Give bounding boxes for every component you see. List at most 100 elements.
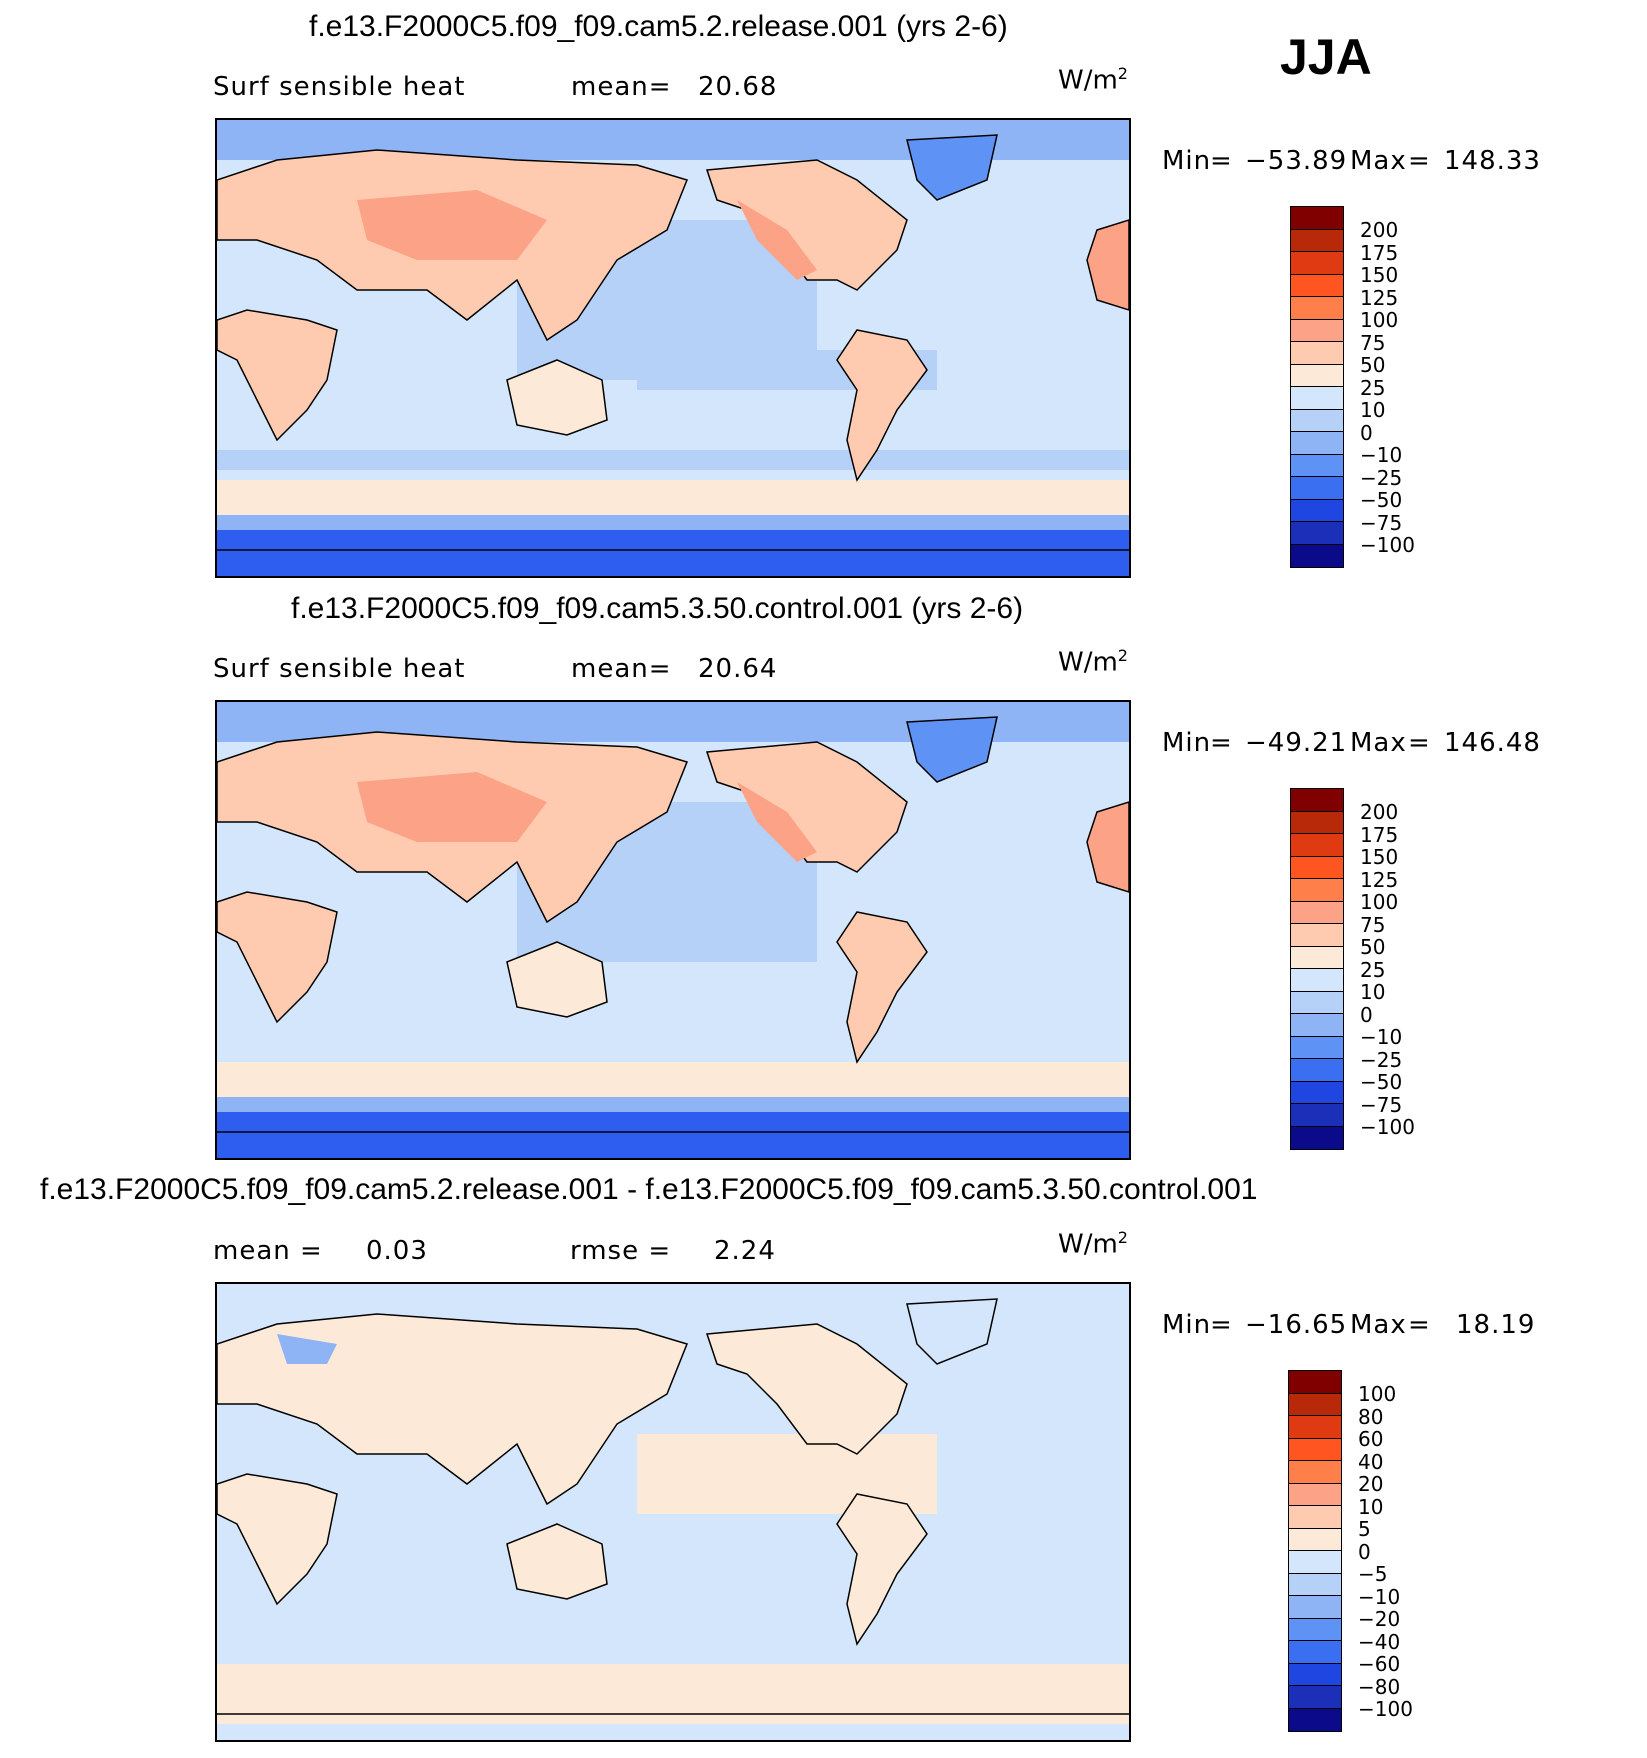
- panel-1-eq2: =: [1408, 146, 1431, 176]
- colorbar-swatch: [1289, 1416, 1341, 1439]
- colorbar-swatch: [1291, 319, 1343, 342]
- panel-2-eq1: =: [1210, 728, 1233, 758]
- colorbar-level-label: 40: [1358, 1449, 1384, 1474]
- colorbar-level-label: 20: [1358, 1472, 1384, 1496]
- colorbar-level-label: 60: [1358, 1427, 1384, 1451]
- colorbar-level-label: −10: [1360, 1025, 1403, 1049]
- colorbar-level-label: 25: [1360, 957, 1386, 982]
- colorbar-swatch: [1291, 879, 1343, 902]
- panel-1-mean-label: mean=: [571, 72, 672, 102]
- colorbar-swatch: [1291, 229, 1343, 252]
- colorbar-swatch: [1291, 342, 1343, 365]
- colorbar-level-label: 100: [1360, 308, 1399, 332]
- colorbar-swatch: [1289, 1438, 1341, 1461]
- colorbar-level-label: 150: [1360, 845, 1399, 869]
- panel-3-eq2: =: [1408, 1310, 1431, 1340]
- colorbar-level-label: 50: [1360, 353, 1386, 377]
- colorbar-swatch: [1289, 1551, 1341, 1574]
- colorbar-level-label: 125: [1360, 867, 1399, 892]
- colorbar-swatch: [1289, 1528, 1341, 1551]
- colorbar-swatch: [1289, 1393, 1341, 1416]
- colorbar-swatch: [1289, 1686, 1341, 1709]
- colorbar-level-label: −10: [1358, 1584, 1401, 1609]
- colorbar-level-label: 75: [1360, 912, 1386, 937]
- panel-3-map: [215, 1282, 1131, 1742]
- colorbar-swatch: [1291, 1104, 1343, 1127]
- colorbar-level-label: −20: [1358, 1607, 1401, 1631]
- colorbar-level-label: 50: [1360, 935, 1386, 959]
- colorbar-level-label: −75: [1360, 510, 1403, 535]
- panel-3-mean-label: mean =: [213, 1236, 323, 1266]
- panel-2-mean-label: mean=: [571, 654, 672, 684]
- colorbar-level-label: 0: [1358, 1539, 1371, 1564]
- season-label: JJA: [1280, 29, 1372, 85]
- colorbar-level-label: −40: [1358, 1629, 1401, 1654]
- colorbar-swatch: [1291, 969, 1343, 992]
- panel-1-max-label: Max: [1350, 146, 1407, 176]
- colorbar-level-label: −25: [1360, 465, 1403, 490]
- panel-3-max-label: Max: [1350, 1310, 1407, 1340]
- colorbar-swatch: [1291, 811, 1343, 834]
- panel-1-eq1: =: [1210, 146, 1233, 176]
- colorbar-level-label: 175: [1360, 822, 1399, 847]
- panel-1-variable: Surf sensible heat: [213, 72, 466, 102]
- colorbar-swatch: [1289, 1461, 1341, 1484]
- panel-2-variable: Surf sensible heat: [213, 654, 466, 684]
- panel-3-title: f.e13.F2000C5.f09_f09.cam5.2.release.001…: [40, 1173, 1258, 1206]
- panel-1-colorbar: [1290, 206, 1344, 568]
- colorbar-swatch: [1291, 1081, 1343, 1104]
- colorbar-swatch: [1291, 387, 1343, 410]
- colorbar-level-label: −60: [1358, 1652, 1401, 1676]
- colorbar-swatch: [1291, 409, 1343, 432]
- colorbar-swatch: [1289, 1596, 1341, 1619]
- colorbar-level-label: −25: [1360, 1047, 1403, 1072]
- colorbar-level-label: 5: [1358, 1517, 1371, 1541]
- colorbar-level-label: 0: [1360, 420, 1373, 445]
- colorbar-swatch: [1291, 522, 1343, 545]
- panel-1-units: W/m2: [1058, 64, 1128, 96]
- colorbar-level-label: −100: [1358, 1697, 1413, 1721]
- colorbar-level-label: 10: [1358, 1494, 1384, 1519]
- panel-3-map-svg: [217, 1284, 1129, 1740]
- colorbar-level-label: 10: [1360, 398, 1386, 422]
- colorbar-swatch: [1289, 1371, 1341, 1394]
- colorbar-swatch: [1291, 789, 1343, 812]
- panel-2-title: f.e13.F2000C5.f09_f09.cam5.3.50.control.…: [291, 592, 1024, 625]
- colorbar-level-label: 150: [1360, 263, 1399, 287]
- colorbar-swatch: [1291, 924, 1343, 947]
- colorbar-level-label: −100: [1360, 1115, 1415, 1139]
- colorbar-level-label: −10: [1360, 443, 1403, 467]
- colorbar-level-label: −50: [1360, 1070, 1403, 1094]
- panel-1-min-value: −53.89: [1245, 146, 1348, 176]
- colorbar-swatch: [1291, 946, 1343, 969]
- colorbar-swatch: [1291, 477, 1343, 500]
- panel-2-units: W/m2: [1058, 646, 1128, 678]
- colorbar-swatch: [1291, 499, 1343, 522]
- colorbar-swatch: [1289, 1641, 1341, 1664]
- panel-2-map: [215, 700, 1131, 1160]
- colorbar-level-label: 0: [1360, 1002, 1373, 1027]
- colorbar-level-label: 175: [1360, 240, 1399, 265]
- panel-2-max-value: 146.48: [1444, 728, 1541, 758]
- panel-1-mean-value: 20.68: [698, 72, 778, 102]
- panel-1-max-value: 148.33: [1444, 146, 1541, 176]
- colorbar-swatch: [1291, 252, 1343, 275]
- colorbar-swatch: [1291, 1014, 1343, 1037]
- colorbar-swatch: [1291, 1126, 1343, 1149]
- colorbar-swatch: [1289, 1618, 1341, 1641]
- colorbar-swatch: [1291, 901, 1343, 924]
- panel-3-rmse-label: rmse =: [570, 1236, 672, 1266]
- colorbar-level-label: −50: [1360, 488, 1403, 512]
- colorbar-level-label: −75: [1360, 1092, 1403, 1117]
- panel-3-units: W/m2: [1058, 1228, 1128, 1260]
- colorbar-swatch: [1291, 544, 1343, 567]
- colorbar-swatch: [1291, 834, 1343, 857]
- colorbar-swatch: [1291, 991, 1343, 1014]
- panel-1-map: [215, 118, 1131, 578]
- panel-2-colorbar: [1290, 788, 1344, 1150]
- colorbar-swatch: [1291, 1059, 1343, 1082]
- colorbar-swatch: [1291, 856, 1343, 879]
- panel-2-min-label: Min: [1162, 728, 1212, 758]
- panel-3-min-label: Min: [1162, 1310, 1212, 1340]
- colorbar-level-label: −5: [1358, 1562, 1388, 1586]
